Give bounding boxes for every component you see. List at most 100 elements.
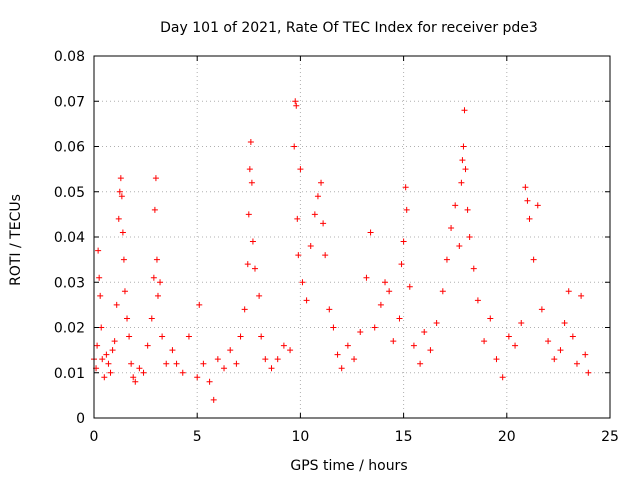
data-point (578, 292, 585, 299)
data-point (470, 265, 477, 272)
y-axis-ticks: 0 0.01 0.02 0.03 0.04 0.05 0.06 0.07 0.08 (54, 49, 610, 427)
y-tick-label: 0.07 (54, 94, 85, 110)
data-point (94, 342, 101, 349)
data-point (351, 356, 358, 363)
data-point (128, 360, 135, 367)
data-point (194, 374, 201, 381)
data-point (518, 319, 525, 326)
data-point (118, 193, 125, 200)
data-point (318, 179, 325, 186)
y-tick-label: 0.05 (54, 185, 85, 201)
data-point (173, 360, 180, 367)
data-point (493, 356, 500, 363)
data-point (291, 143, 298, 150)
y-tick-label: 0 (76, 411, 85, 427)
data-point (144, 342, 151, 349)
data-point (402, 184, 409, 191)
data-point (448, 224, 455, 231)
data-point (98, 324, 105, 331)
data-point (439, 288, 446, 295)
x-tick-label: 25 (601, 429, 619, 445)
data-point (268, 365, 275, 372)
data-point (464, 206, 471, 213)
data-point (460, 143, 467, 150)
data-point (150, 274, 157, 281)
data-point (377, 301, 384, 308)
x-tick-label: 15 (395, 429, 413, 445)
data-point (466, 234, 473, 240)
data-point (299, 279, 306, 286)
data-point (530, 256, 537, 263)
data-point (241, 306, 248, 313)
data-point (561, 319, 568, 326)
data-point (280, 342, 287, 349)
data-point (582, 351, 589, 358)
data-point (179, 369, 186, 376)
data-point (545, 338, 552, 345)
data-point (330, 324, 337, 331)
data-point (307, 243, 314, 250)
data-point (140, 369, 147, 376)
data-point (421, 329, 428, 336)
chart-title: Day 101 of 2021, Rate Of TEC Index for r… (160, 20, 538, 36)
data-point (534, 202, 541, 209)
data-point (196, 301, 203, 308)
data-point (130, 374, 137, 381)
y-tick-label: 0.01 (54, 366, 85, 382)
data-point (452, 202, 459, 209)
data-point (214, 356, 221, 363)
data-point (295, 252, 302, 259)
data-point (246, 166, 253, 173)
data-point (154, 292, 161, 299)
data-point (357, 329, 364, 336)
data-point (311, 211, 318, 218)
data-point (287, 347, 294, 354)
data-point (126, 333, 133, 340)
y-tick-label: 0.03 (54, 275, 85, 291)
x-tick-label: 0 (90, 429, 99, 445)
data-point (417, 360, 424, 367)
data-point (403, 206, 410, 213)
data-point (481, 338, 488, 345)
data-point (522, 184, 529, 191)
x-axis-title: GPS time / hours (290, 458, 407, 474)
data-point (320, 220, 327, 227)
data-point (221, 365, 228, 372)
data-point (538, 306, 545, 313)
data-point (132, 378, 139, 385)
data-point (249, 238, 256, 245)
y-tick-label: 0.08 (54, 49, 85, 65)
data-point (247, 138, 254, 145)
data-point (227, 347, 234, 354)
data-point (119, 229, 126, 236)
data-point (551, 356, 558, 363)
data-point (344, 342, 351, 349)
data-point (398, 261, 405, 268)
x-axis-ticks: 0 5 10 15 20 25 (90, 56, 619, 445)
data-point (256, 292, 263, 299)
data-point (396, 315, 403, 322)
grid-lines (94, 56, 610, 418)
data-point (410, 342, 417, 349)
data-point (326, 306, 333, 313)
data-point (505, 333, 512, 340)
x-tick-label: 10 (291, 429, 309, 445)
data-point (245, 211, 252, 218)
data-point (565, 288, 572, 295)
data-point (314, 193, 321, 200)
data-point (459, 157, 466, 164)
data-point (116, 188, 123, 195)
data-point (371, 324, 378, 331)
data-point (185, 333, 192, 340)
data-point (386, 288, 393, 295)
data-point (474, 297, 481, 304)
data-point (210, 396, 217, 403)
data-point (292, 98, 299, 105)
y-tick-label: 0.02 (54, 321, 85, 337)
data-point (400, 238, 407, 245)
data-point (200, 360, 207, 367)
data-point (151, 206, 158, 213)
y-axis-title: ROTI / TECUs (8, 194, 24, 286)
